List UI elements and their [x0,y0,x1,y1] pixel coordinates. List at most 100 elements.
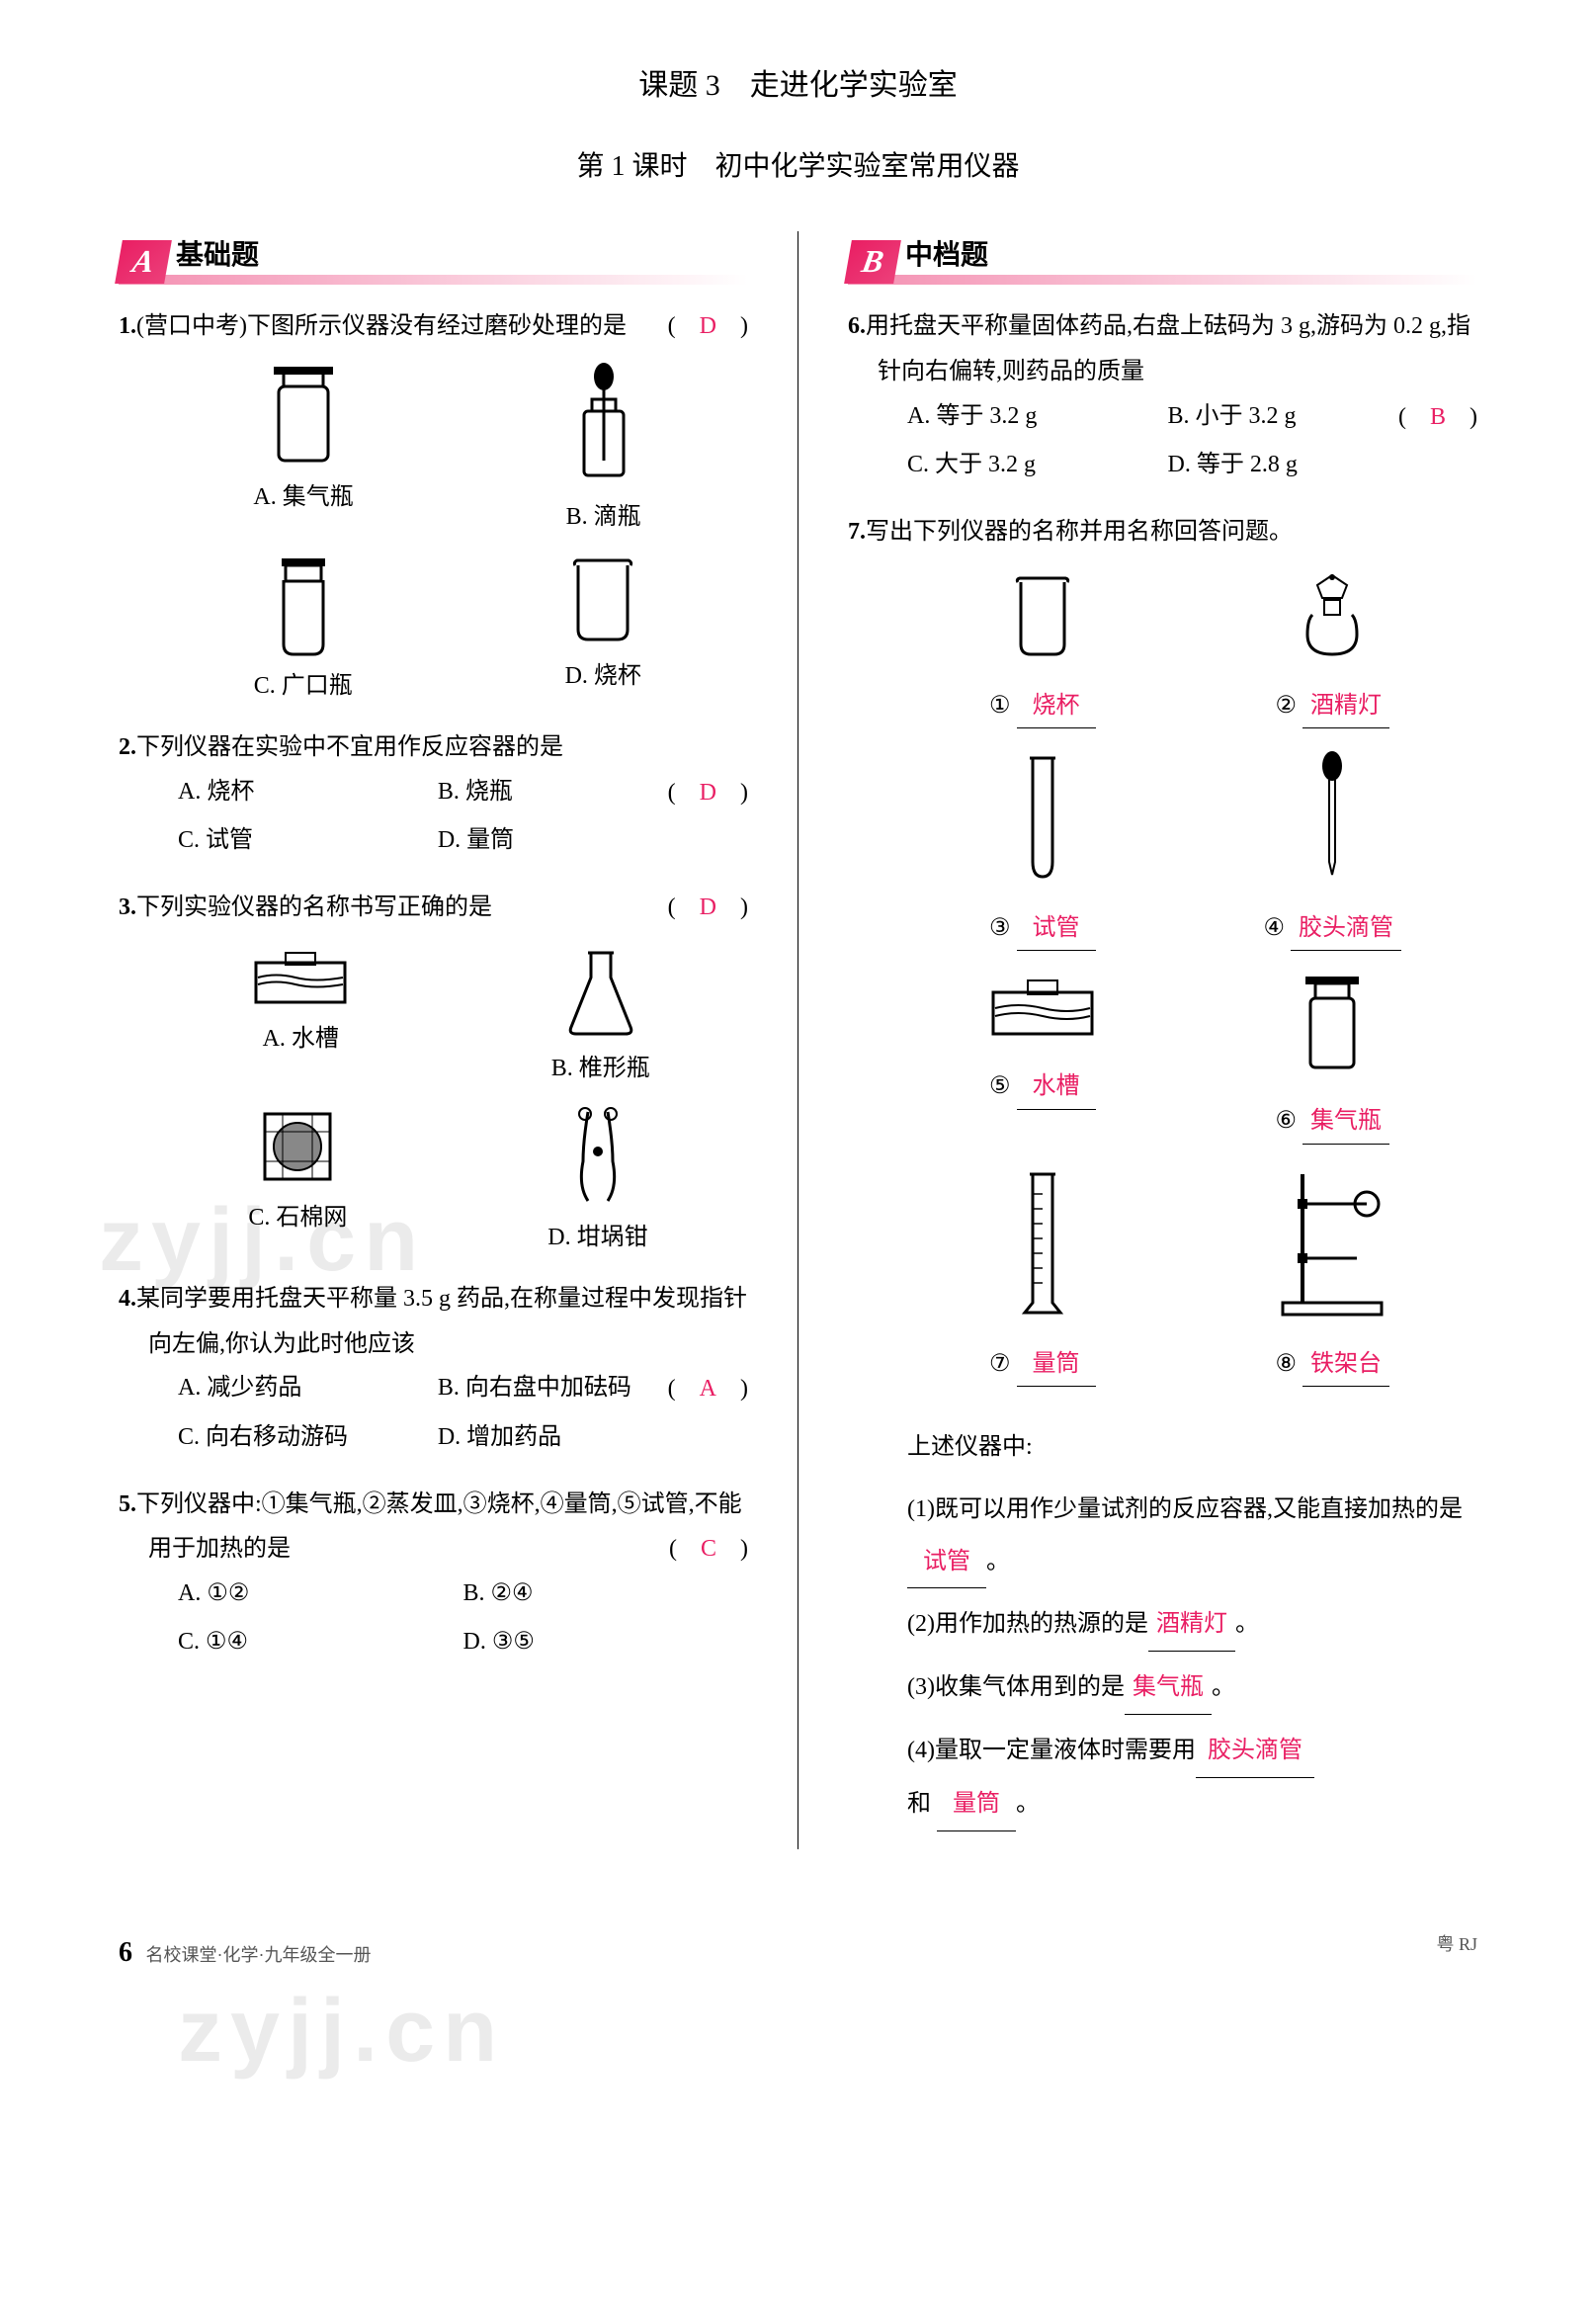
q1-option-b: B. 滴瓶 [564,362,643,539]
crucible-tongs-icon [553,1102,642,1211]
page-footer: 6 名校课堂·化学·九年级全一册 粤 RJ [119,1928,1477,1978]
instrument-4: ④ 胶头滴管 [1188,748,1478,951]
question-1: 1.(营口中考)下图所示仪器没有经过磨砂处理的是 ( D ) A. 集气瓶 B.… [119,304,748,708]
beaker-icon [563,551,642,649]
q6-option-b: B. 小于 3.2 g [1167,395,1427,438]
q5-option-a: A. ①② [178,1573,463,1615]
q-text: 用托盘天平称量固体药品,右盘上砝码为 3 g,游码为 0.2 g,指针向右偏转,… [866,313,1470,384]
edition-label: 粤 RJ [1436,1928,1477,1978]
section-a-name: 基础题 [176,231,259,283]
q-text: 写出下列仪器的名称并用名称回答问题。 [866,519,1293,545]
conical-flask-icon [556,943,645,1042]
q-num: 3. [119,894,136,920]
graduated-cylinder-icon [1013,1164,1072,1322]
question-5: 5.下列仪器中:①集气瓶,②蒸发皿,③烧杯,④量筒,⑤试管,不能用于加热的是 (… [119,1483,748,1670]
q6-option-a: A. 等于 3.2 g [907,395,1167,438]
question-2: 2.下列仪器在实验中不宜用作反应容器的是 ( D ) A. 烧杯 B. 烧瓶 C… [119,725,748,868]
question-4: 4.某同学要用托盘天平称量 3.5 g 药品,在称量过程中发现指针向左偏,你认为… [119,1277,748,1465]
page-number: 6 [119,1937,132,1968]
right-column: B 中档题 6.用托盘天平称量固体药品,右盘上砝码为 3 g,游码为 0.2 g… [848,231,1477,1848]
option-label: D. 烧杯 [563,655,642,698]
page-title: 课题 3 走进化学实验室 [119,59,1477,113]
q7-sub2: (2)用作加热的热源的是酒精灯。 [878,1598,1477,1652]
option-label: B. 椎形瓶 [551,1048,650,1090]
q1-option-d: D. 烧杯 [563,551,642,708]
q-num: 1. [119,313,136,339]
instrument-1: ① 烧杯 [897,570,1188,728]
question-7: 7.写出下列仪器的名称并用名称回答问题。 ① 烧杯 ② 酒精灯 ③ 试管 ④ [848,510,1477,1831]
option-label: A. 集气瓶 [253,476,353,519]
section-b-letter: B [844,240,901,284]
q5-option-c: C. ①④ [178,1621,463,1663]
q7-sub3: (3)收集气体用到的是集气瓶。 [878,1661,1477,1715]
q4-option-a: A. 减少药品 [178,1367,438,1409]
q7-subhead: 上述仪器中: [878,1421,1477,1474]
q3-option-d: D. 坩埚钳 [547,1102,647,1259]
answer-paren: ( B ) [1428,395,1477,441]
alcohol-lamp-icon [1288,570,1377,664]
instrument-2: ② 酒精灯 [1188,570,1478,728]
instrument-8: ⑧ 铁架台 [1188,1164,1478,1387]
instrument-6: ⑥ 集气瓶 [1188,971,1478,1144]
content-columns: zyjj.cn zyjj.cn A 基础题 1.(营口中考)下图所示仪器没有经过… [119,231,1477,1848]
q-num: 4. [119,1286,136,1312]
q6-option-c: C. 大于 3.2 g [907,444,1167,486]
q3-option-c: C. 石棉网 [248,1102,347,1259]
answer-paren: ( D ) [698,304,748,350]
q-num: 2. [119,734,136,760]
q2-option-a: A. 烧杯 [178,771,438,813]
book-title: 名校课堂·化学·九年级全一册 [146,1945,372,1965]
q4-option-b: B. 向右盘中加砝码 [438,1367,698,1409]
q2-option-c: C. 试管 [178,819,438,862]
answer-paren: ( A ) [698,1367,748,1412]
water-trough-icon [246,943,355,1012]
gas-jar-icon [264,362,343,470]
q-text: 某同学要用托盘天平称量 3.5 g 药品,在称量过程中发现指针向左偏,你认为此时… [136,1286,747,1357]
q3-option-b: B. 椎形瓶 [551,943,650,1090]
q2-option-b: B. 烧瓶 [438,771,698,813]
q7-sub1: (1)既可以用作少量试剂的反应容器,又能直接加热的是试管。 [878,1484,1477,1589]
option-label: C. 广口瓶 [254,665,353,708]
q4-option-d: D. 增加药品 [438,1416,698,1459]
answer-paren: ( D ) [698,886,748,931]
q5-option-d: D. ③⑤ [463,1621,749,1663]
instrument-7: ⑦ 量筒 [897,1164,1188,1387]
q7-sub4: (4)量取一定量液体时需要用胶头滴管 和 量筒。 [878,1725,1477,1831]
left-column: zyjj.cn zyjj.cn A 基础题 1.(营口中考)下图所示仪器没有经过… [119,231,748,1848]
question-3: 3.下列实验仪器的名称书写正确的是 ( D ) A. 水槽 B. 椎形瓶 C. … [119,886,748,1259]
answer-paren: ( D ) [698,771,748,816]
option-label: D. 坩埚钳 [547,1217,647,1259]
test-tube-icon [1018,748,1067,887]
q-num: 6. [848,313,866,339]
q3-option-a: A. 水槽 [246,943,355,1090]
beaker-icon [1003,570,1082,664]
section-b-header: B 中档题 [848,231,1477,285]
q-text: 下列仪器在实验中不宜用作反应容器的是 [136,734,563,760]
gas-jar-icon [1293,971,1372,1079]
section-a-letter: A [115,240,172,284]
q1-option-c: C. 广口瓶 [254,551,353,708]
question-6: 6.用托盘天平称量固体药品,右盘上砝码为 3 g,游码为 0.2 g,指针向右偏… [848,304,1477,492]
wide-mouth-bottle-icon [264,551,343,659]
q-num: 5. [119,1491,136,1517]
option-label: C. 石棉网 [248,1197,347,1239]
q-num: 7. [848,519,866,545]
option-label: B. 滴瓶 [564,496,643,539]
dropper-bottle-icon [564,362,643,490]
q-text: (营口中考)下图所示仪器没有经过磨砂处理的是 [136,313,627,339]
option-label: A. 水槽 [246,1018,355,1061]
q5-option-b: B. ②④ [463,1573,749,1615]
section-a-header: A 基础题 [119,231,748,285]
wire-gauze-icon [253,1102,342,1191]
iron-stand-icon [1273,1164,1391,1322]
q-text: 下列实验仪器的名称书写正确的是 [136,894,492,920]
answer-paren: ( C ) [699,1527,748,1573]
section-b-name: 中档题 [905,231,988,283]
instrument-5: ⑤ 水槽 [897,971,1188,1144]
q4-option-c: C. 向右移动游码 [178,1416,438,1459]
dropper-icon [1307,748,1357,887]
instrument-3: ③ 试管 [897,748,1188,951]
page-subtitle: 第 1 课时 初中化学实验室常用仪器 [119,142,1477,192]
q6-option-d: D. 等于 2.8 g [1167,444,1427,486]
q-text: 下列仪器中:①集气瓶,②蒸发皿,③烧杯,④量筒,⑤试管,不能用于加热的是 [136,1491,742,1563]
